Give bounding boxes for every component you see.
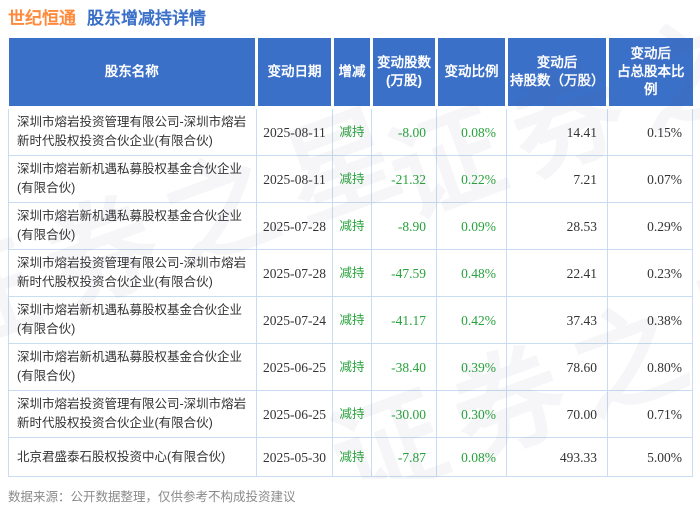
table-row: 深圳市熔岩投资管理有限公司-深圳市熔岩新时代股权投资合伙企业(有限合伙) 202… [8,390,693,438]
cell-change-shares: -8.00 [371,107,437,156]
cell-change-date: 2025-06-25 [256,390,333,438]
table-row: 北京君盛泰石股权投资中心(有限合伙) 2025-05-30 减持 -7.87 0… [8,437,693,477]
cell-change-date: 2025-07-28 [256,249,333,297]
cell-change-ratio: 0.22% [436,155,507,203]
cell-change-date: 2025-06-25 [256,343,333,391]
cell-change-shares: -38.40 [371,343,437,391]
col-header-direction: 增减 [331,38,372,109]
cell-change-ratio: 0.39% [436,343,507,391]
title-text: 股东增减持详情 [87,9,206,28]
col-header-shares-after: 变动后 持股数（万股） [505,38,608,109]
cell-shares-after: 7.21 [506,155,608,203]
col-header-change-date: 变动日期 [255,38,333,109]
cell-change-date: 2025-08-11 [256,155,333,203]
cell-direction: 减持 [332,202,372,250]
cell-ratio-after: 0.80% [607,343,693,391]
page-title: 世纪恒通 股东增减持详情 [0,0,700,38]
cell-ratio-after: 0.29% [607,202,693,250]
cell-shareholder-name: 深圳市熔岩新机遇私募股权基金合伙企业(有限合伙) [8,343,257,391]
table-row: 深圳市熔岩新机遇私募股权基金合伙企业(有限合伙) 2025-06-25 减持 -… [8,343,693,391]
cell-shareholder-name: 深圳市熔岩投资管理有限公司-深圳市熔岩新时代股权投资合伙企业(有限合伙) [8,107,257,156]
cell-shares-after: 70.00 [506,390,608,438]
cell-change-date: 2025-07-24 [256,296,333,344]
cell-shareholder-name: 深圳市熔岩投资管理有限公司-深圳市熔岩新时代股权投资合伙企业(有限合伙) [8,249,257,297]
cell-change-shares: -7.87 [371,437,437,477]
cell-change-ratio: 0.08% [436,437,507,477]
cell-change-ratio: 0.08% [436,107,507,156]
cell-change-shares: -47.59 [371,249,437,297]
cell-ratio-after: 0.07% [607,155,693,203]
cell-ratio-after: 0.38% [607,296,693,344]
cell-ratio-after: 0.71% [607,390,693,438]
cell-ratio-after: 0.15% [607,107,693,156]
cell-shareholder-name: 深圳市熔岩新机遇私募股权基金合伙企业(有限合伙) [8,155,257,203]
cell-change-date: 2025-08-11 [256,107,333,156]
data-source-note: 数据来源：公开数据整理，仅供参考不构成投资建议 [8,490,296,504]
table-row: 深圳市熔岩新机遇私募股权基金合伙企业(有限合伙) 2025-08-11 减持 -… [8,155,693,203]
cell-shareholder-name: 深圳市熔岩新机遇私募股权基金合伙企业(有限合伙) [8,296,257,344]
cell-shares-after: 28.53 [506,202,608,250]
cell-change-shares: -8.90 [371,202,437,250]
table-header-row: 股东名称 变动日期 增减 变动股数 (万股) 变动比例 变动后 持股数（万股） 变动… [8,38,693,109]
cell-change-shares: -30.00 [371,390,437,438]
table-row: 深圳市熔岩新机遇私募股权基金合伙企业(有限合伙) 2025-07-24 减持 -… [8,296,693,344]
cell-direction: 减持 [332,155,372,203]
cell-shares-after: 14.41 [506,107,608,156]
cell-direction: 减持 [332,437,372,477]
col-header-shareholder-name: 股东名称 [8,38,257,109]
stock-name: 世纪恒通 [8,9,76,28]
cell-shareholder-name: 深圳市熔岩投资管理有限公司-深圳市熔岩新时代股权投资合伙企业(有限合伙) [8,390,257,438]
cell-ratio-after: 0.23% [607,249,693,297]
cell-change-date: 2025-07-28 [256,202,333,250]
cell-direction: 减持 [332,107,372,156]
table-row: 深圳市熔岩投资管理有限公司-深圳市熔岩新时代股权投资合伙企业(有限合伙) 202… [8,249,693,297]
cell-shareholder-name: 北京君盛泰石股权投资中心(有限合伙) [8,437,257,477]
cell-change-ratio: 0.30% [436,390,507,438]
table-row: 深圳市熔岩新机遇私募股权基金合伙企业(有限合伙) 2025-07-28 减持 -… [8,202,693,250]
cell-ratio-after: 5.00% [607,437,693,477]
cell-shares-after: 493.33 [506,437,608,477]
cell-change-date: 2025-05-30 [256,437,333,477]
col-header-change-shares: 变动股数 (万股) [370,38,437,109]
cell-change-shares: -41.17 [371,296,437,344]
cell-shares-after: 78.60 [506,343,608,391]
cell-shares-after: 22.41 [506,249,608,297]
cell-direction: 减持 [332,343,372,391]
shareholder-change-table: 股东名称 变动日期 增减 变动股数 (万股) 变动比例 变动后 持股数（万股） 变动… [8,38,693,477]
cell-direction: 减持 [332,390,372,438]
cell-change-ratio: 0.48% [436,249,507,297]
cell-shareholder-name: 深圳市熔岩新机遇私募股权基金合伙企业(有限合伙) [8,202,257,250]
cell-shares-after: 37.43 [506,296,608,344]
cell-direction: 减持 [332,249,372,297]
cell-change-shares: -21.32 [371,155,437,203]
table-row: 深圳市熔岩投资管理有限公司-深圳市熔岩新时代股权投资合伙企业(有限合伙) 202… [8,107,693,156]
col-header-change-ratio: 变动比例 [435,38,507,109]
col-header-ratio-after: 变动后 占总股本比例 [606,38,693,109]
cell-direction: 减持 [332,296,372,344]
cell-change-ratio: 0.42% [436,296,507,344]
cell-change-ratio: 0.09% [436,202,507,250]
